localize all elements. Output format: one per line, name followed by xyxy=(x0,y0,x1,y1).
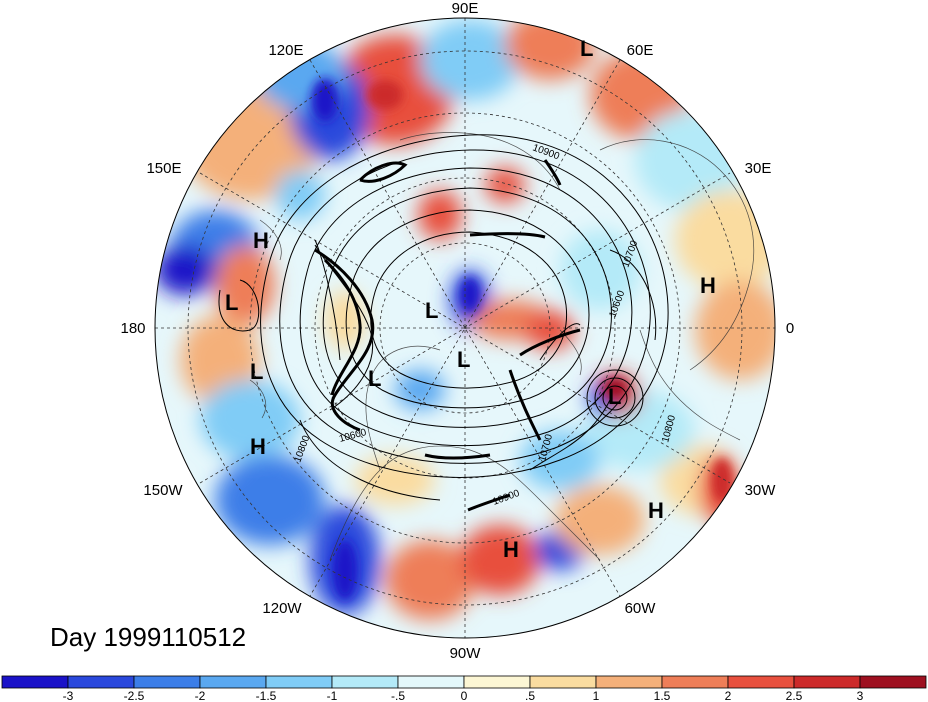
colorbar-box xyxy=(397,675,465,689)
lon-label-0: 0 xyxy=(786,320,794,337)
lon-label-90e: 90E xyxy=(452,0,479,17)
colorbar-label: -3 xyxy=(63,689,74,702)
colorbar-box xyxy=(1,675,69,689)
colorbar: -3 -2.5 -2 -1.5 -1 -.5 0 .5 1 1.5 2 2.5 3 xyxy=(1,675,927,702)
coastlines xyxy=(249,132,755,561)
colorbar-label: .5 xyxy=(525,689,535,702)
colorbar-labels: -3 -2.5 -2 -1.5 -1 -.5 0 .5 1 1.5 2 2.5 3 xyxy=(63,689,864,702)
colorbar-box xyxy=(331,675,399,689)
lon-label-90w: 90W xyxy=(450,645,482,662)
colorbar-box xyxy=(463,675,531,689)
colorbar-label: 2 xyxy=(725,689,732,702)
map-border xyxy=(154,17,776,639)
lon-label-60e: 60E xyxy=(627,42,654,59)
colorbar-box xyxy=(859,675,927,689)
graticule xyxy=(155,18,775,638)
colorbar-box xyxy=(529,675,597,689)
high-center: H xyxy=(648,498,664,523)
lon-label-60w: 60W xyxy=(625,600,657,617)
lon-label-120w: 120W xyxy=(262,600,302,617)
high-center: H xyxy=(700,273,716,298)
anomaly-field xyxy=(155,18,775,638)
low-center: L xyxy=(368,366,381,391)
low-center: L xyxy=(580,36,593,61)
colorbar-label: -2.5 xyxy=(124,689,145,702)
colorbar-box xyxy=(199,675,267,689)
lon-label-30w: 30W xyxy=(745,482,777,499)
low-center: L xyxy=(225,290,238,315)
lon-label-120e: 120E xyxy=(268,42,303,59)
thick-contours xyxy=(314,159,581,512)
colorbar-box xyxy=(133,675,201,689)
low-center: L xyxy=(457,347,470,372)
colorbar-label: 0 xyxy=(461,689,468,702)
longitude-labels: 90E 60E 120E 150E 30E 180 0 150W 30W 120… xyxy=(120,0,794,662)
low-center: L xyxy=(425,298,438,323)
colorbar-label: -1.5 xyxy=(256,689,277,702)
lon-label-30e: 30E xyxy=(745,160,772,177)
colorbar-boxes xyxy=(1,675,927,689)
colorbar-label: 3 xyxy=(857,689,864,702)
lon-label-150e: 150E xyxy=(146,160,181,177)
colorbar-box xyxy=(595,675,663,689)
low-center: L xyxy=(608,384,621,409)
high-center: H xyxy=(250,434,266,459)
pressure-centers: L H L H L L L L H L H H xyxy=(225,36,716,562)
colorbar-box xyxy=(727,675,795,689)
lon-label-150w: 150W xyxy=(143,482,183,499)
high-center: H xyxy=(503,537,519,562)
colorbar-box xyxy=(67,675,135,689)
colorbar-label: 2.5 xyxy=(786,689,803,702)
lon-label-180: 180 xyxy=(120,320,145,337)
height-contours xyxy=(218,134,669,501)
colorbar-box xyxy=(265,675,333,689)
colorbar-label: -2 xyxy=(195,689,206,702)
colorbar-label: -.5 xyxy=(391,689,405,702)
colorbar-box xyxy=(793,675,861,689)
colorbar-label: 1.5 xyxy=(654,689,671,702)
colorbar-box xyxy=(661,675,729,689)
colorbar-label: -1 xyxy=(327,689,338,702)
colorbar-label: 1 xyxy=(593,689,600,702)
page-title: Day 1999110512 xyxy=(50,622,246,652)
high-center: H xyxy=(253,228,269,253)
low-center: L xyxy=(250,359,263,384)
